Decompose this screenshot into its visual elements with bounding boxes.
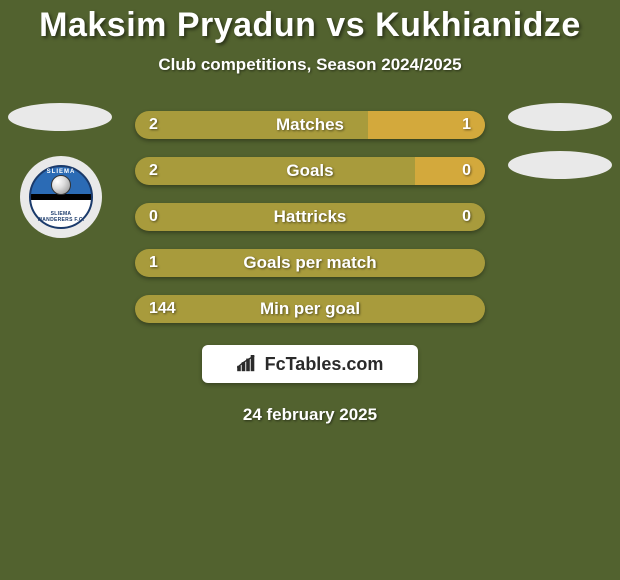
infographic-container: Maksim Pryadun vs Kukhianidze Club compe… — [0, 0, 620, 580]
stat-left-value: 1 — [149, 249, 158, 277]
stat-rows: 2 Matches 1 2 Goals 0 0 Hattricks 0 1 Goals per ma… — [135, 111, 485, 323]
stat-label: Goals — [286, 157, 333, 185]
bar-right — [415, 157, 485, 185]
stat-row: 144 Min per goal — [135, 295, 485, 323]
date-text: 24 february 2025 — [0, 405, 620, 425]
stat-left-value: 144 — [149, 295, 176, 323]
stat-label: Matches — [276, 111, 344, 139]
stat-right-value: 0 — [462, 203, 471, 231]
stat-label: Goals per match — [243, 249, 376, 277]
stat-row: 1 Goals per match — [135, 249, 485, 277]
stat-label: Hattricks — [274, 203, 347, 231]
stat-left-value: 2 — [149, 157, 158, 185]
stats-area: SLIEMA SLIEMAWANDERERS F.C. 2 Matches 1 2 Go… — [0, 111, 620, 323]
stat-right-value: 0 — [462, 157, 471, 185]
stat-left-value: 0 — [149, 203, 158, 231]
source-logo-text: FcTables.com — [265, 354, 384, 375]
stat-row: 0 Hattricks 0 — [135, 203, 485, 231]
player-right-placeholder — [508, 103, 612, 131]
source-logo: FcTables.com — [202, 345, 418, 383]
bar-chart-icon — [237, 355, 259, 373]
club-left-badge: SLIEMA SLIEMAWANDERERS F.C. — [20, 156, 102, 238]
badge-shield-icon: SLIEMA SLIEMAWANDERERS F.C. — [29, 165, 93, 229]
stat-right-value: 1 — [462, 111, 471, 139]
club-right-placeholder — [508, 151, 612, 179]
page-title: Maksim Pryadun vs Kukhianidze — [0, 6, 620, 45]
stat-label: Min per goal — [260, 295, 360, 323]
player-left-placeholder — [8, 103, 112, 131]
page-subtitle: Club competitions, Season 2024/2025 — [0, 55, 620, 75]
stat-row: 2 Goals 0 — [135, 157, 485, 185]
stat-left-value: 2 — [149, 111, 158, 139]
badge-bottom-text: SLIEMAWANDERERS F.C. — [38, 211, 85, 227]
stat-row: 2 Matches 1 — [135, 111, 485, 139]
football-icon — [51, 175, 71, 195]
